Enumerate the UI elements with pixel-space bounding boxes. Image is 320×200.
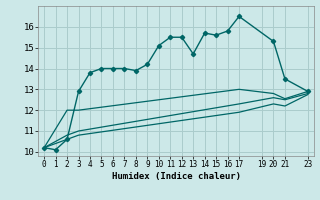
X-axis label: Humidex (Indice chaleur): Humidex (Indice chaleur) xyxy=(111,172,241,181)
